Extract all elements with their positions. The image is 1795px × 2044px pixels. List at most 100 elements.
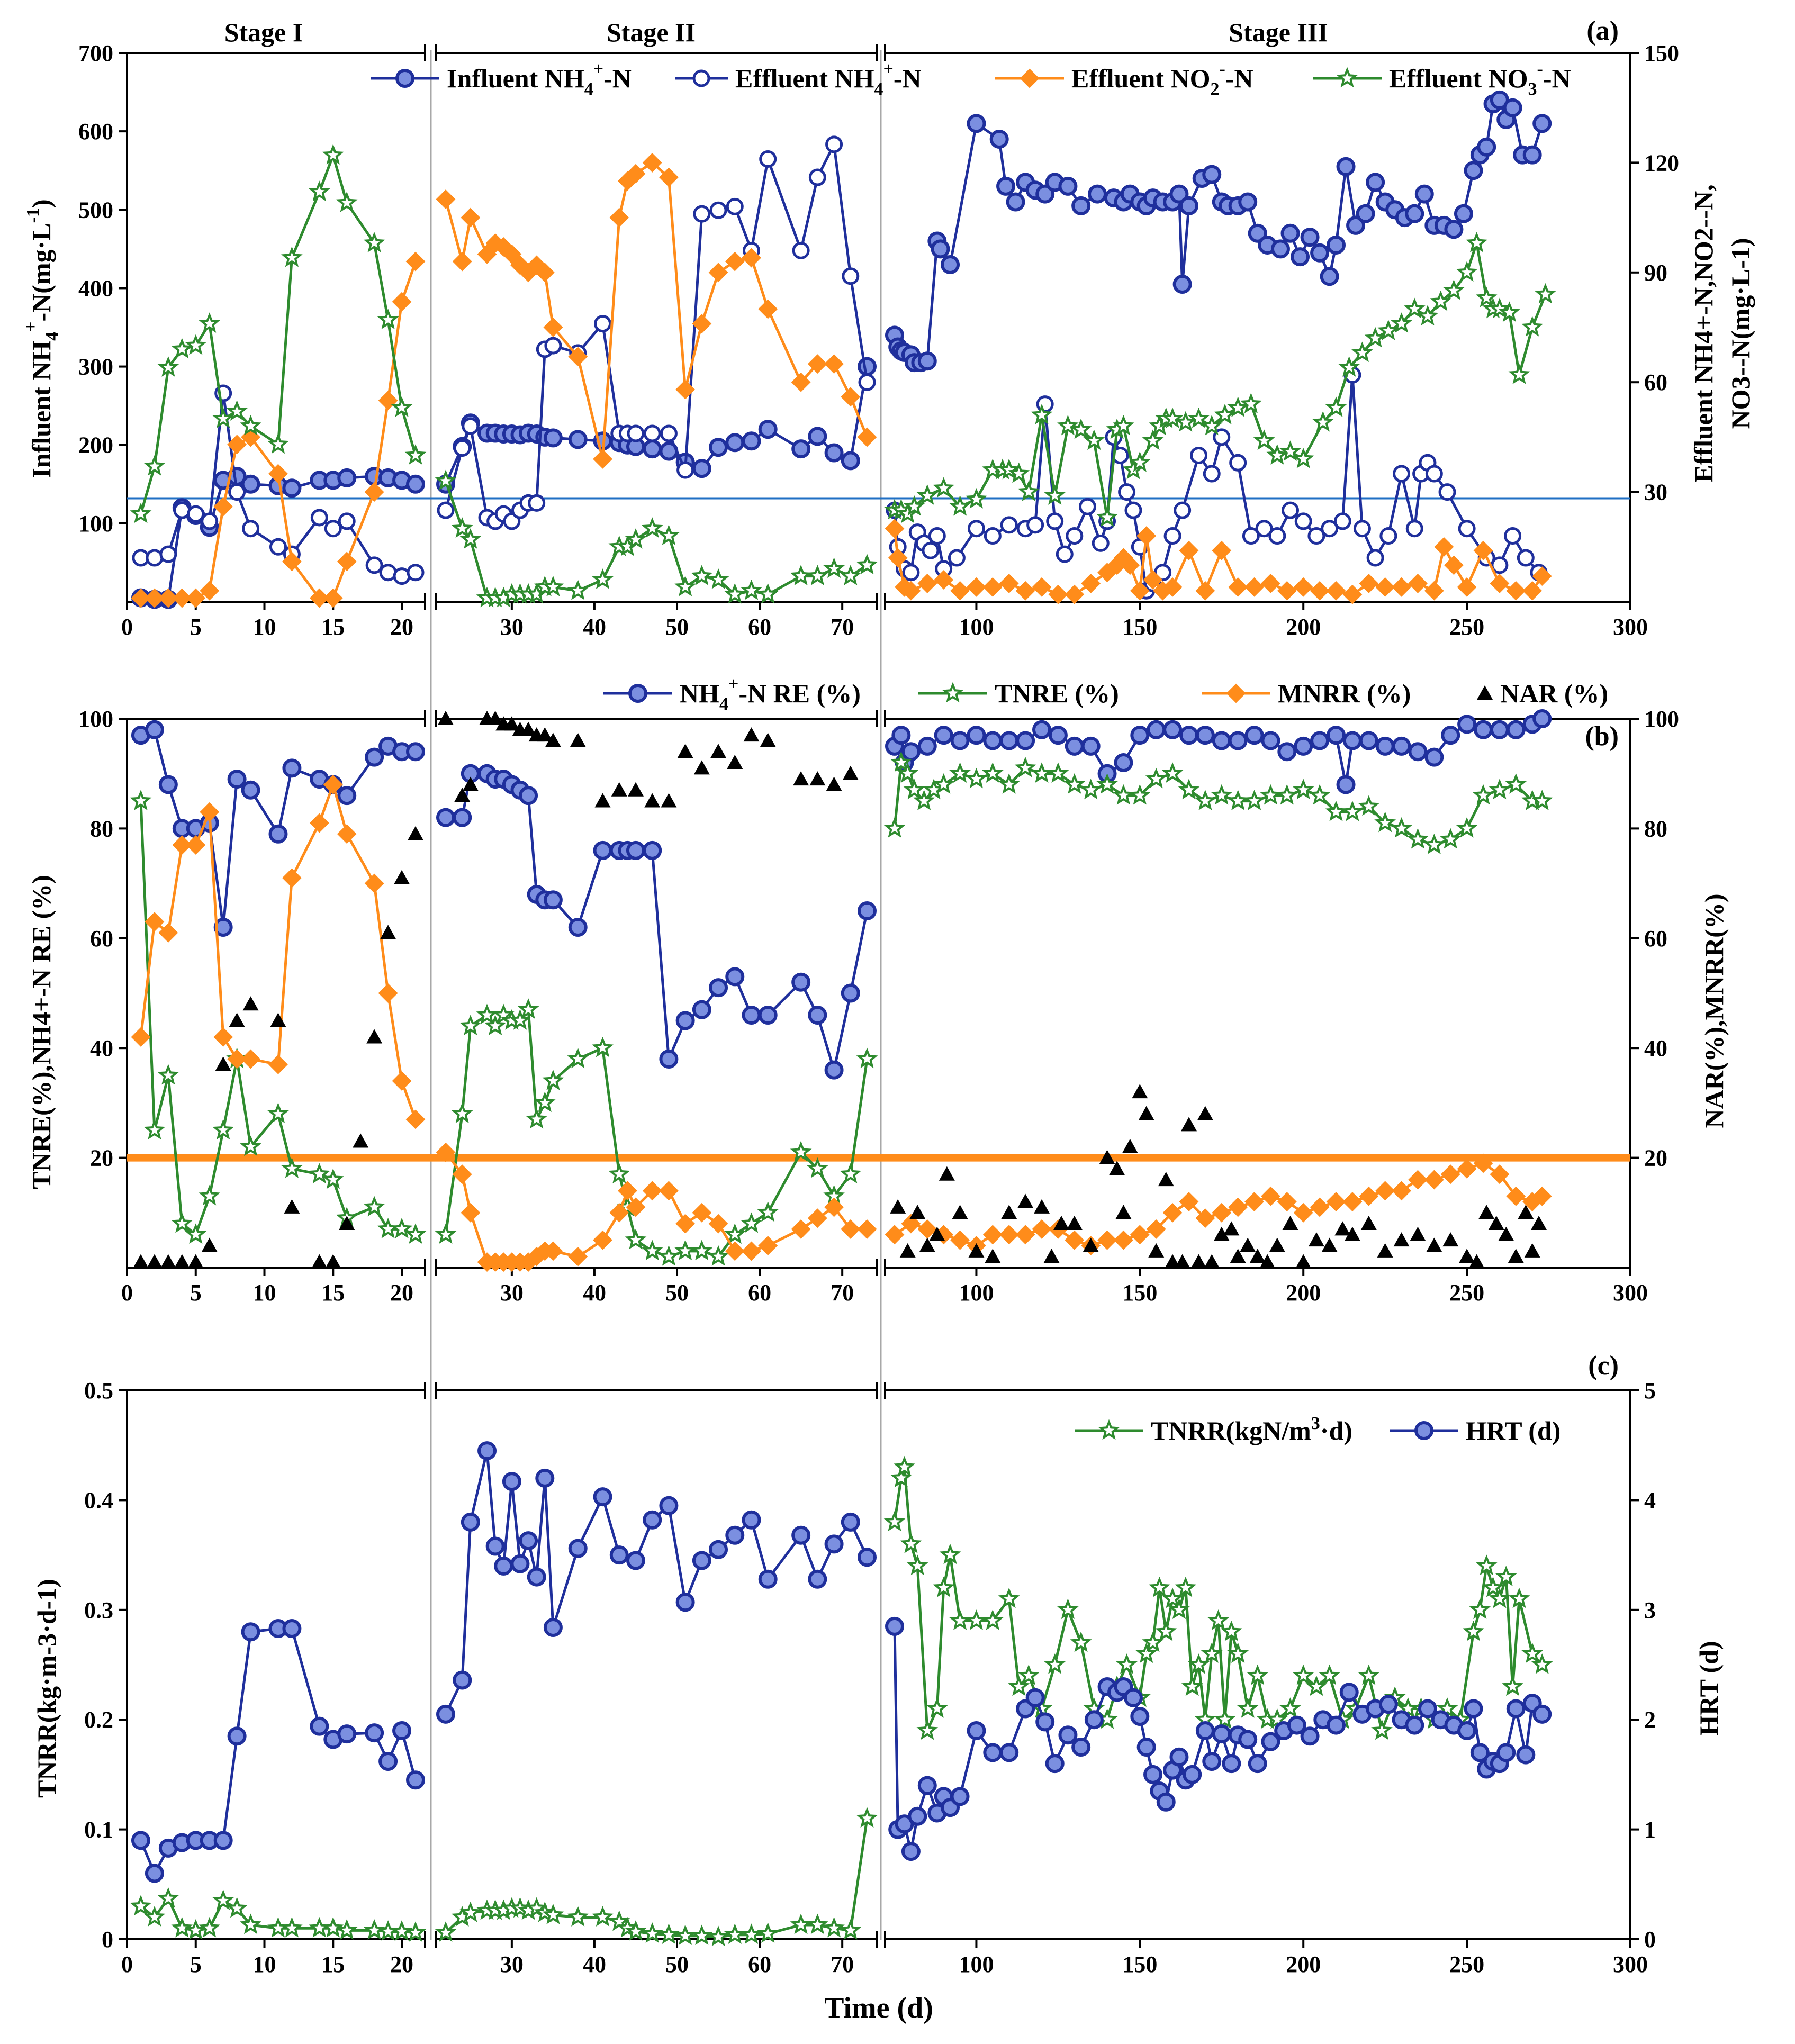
data-point bbox=[1463, 1620, 1484, 1641]
data-point bbox=[268, 464, 288, 484]
data-point bbox=[1499, 301, 1520, 322]
data-point bbox=[984, 527, 1002, 545]
y-left-tick-label: 0.5 bbox=[84, 1378, 113, 1404]
panel-a-right-axis-title-2: NO3--N(mg·L-1) bbox=[1726, 238, 1755, 429]
data-point bbox=[338, 512, 356, 530]
data-point bbox=[1473, 540, 1493, 560]
data-point bbox=[998, 458, 1020, 480]
data-point bbox=[1477, 137, 1496, 157]
data-point bbox=[1174, 1254, 1190, 1269]
legend-label-part: -N bbox=[894, 64, 922, 93]
data-point bbox=[1292, 1664, 1314, 1685]
data-point bbox=[1261, 574, 1280, 593]
data-point bbox=[1282, 1216, 1298, 1231]
data-point bbox=[1017, 1193, 1034, 1208]
data-point bbox=[171, 1212, 193, 1233]
data-point bbox=[1472, 784, 1494, 805]
data-point bbox=[477, 244, 497, 264]
legend-label-part: 4 bbox=[719, 694, 728, 714]
data-point bbox=[1099, 1150, 1115, 1164]
data-point bbox=[1531, 790, 1553, 810]
data-point bbox=[435, 1223, 457, 1244]
data-point bbox=[791, 1219, 811, 1239]
y-left-tick-label: 40 bbox=[90, 1035, 113, 1061]
panel-label-b: (b) bbox=[1585, 721, 1619, 752]
data-point bbox=[1327, 1715, 1346, 1735]
data-point bbox=[1202, 1752, 1222, 1771]
data-point bbox=[1015, 581, 1035, 601]
data-point bbox=[1148, 1243, 1165, 1258]
data-point bbox=[808, 1569, 827, 1589]
data-point bbox=[1496, 1743, 1516, 1762]
data-point bbox=[1508, 1587, 1530, 1608]
data-point bbox=[922, 541, 940, 559]
data-point bbox=[1227, 1642, 1249, 1663]
data-point bbox=[145, 912, 165, 932]
data-point bbox=[1026, 516, 1044, 534]
data-point bbox=[1473, 1153, 1493, 1173]
data-point bbox=[1114, 753, 1133, 772]
data-point bbox=[950, 731, 970, 750]
data-point bbox=[949, 1609, 971, 1630]
data-point bbox=[406, 742, 425, 762]
data-point bbox=[593, 449, 612, 469]
x-tick-label: 60 bbox=[748, 1951, 771, 1977]
series-line bbox=[139, 151, 417, 514]
data-point bbox=[1155, 1620, 1177, 1641]
data-point bbox=[1188, 1653, 1210, 1674]
data-point bbox=[1130, 1706, 1150, 1726]
data-point bbox=[453, 439, 471, 457]
y-left-tick-label: 0.4 bbox=[84, 1487, 113, 1513]
legend-marker bbox=[942, 682, 964, 703]
data-point bbox=[323, 775, 343, 794]
data-point bbox=[1341, 800, 1364, 821]
x-tick-label: 40 bbox=[583, 614, 606, 640]
data-point bbox=[916, 1719, 939, 1740]
data-point bbox=[391, 396, 413, 417]
data-point bbox=[1410, 1226, 1426, 1241]
data-point bbox=[625, 1920, 647, 1941]
data-point bbox=[436, 1142, 456, 1162]
data-point bbox=[883, 817, 906, 838]
data-point bbox=[1270, 239, 1290, 259]
data-point bbox=[1168, 1598, 1190, 1620]
data-point bbox=[1174, 501, 1192, 519]
data-point bbox=[404, 444, 427, 465]
series-line bbox=[445, 1818, 869, 1939]
data-point bbox=[1249, 1249, 1266, 1263]
data-point bbox=[1045, 1754, 1065, 1774]
data-point bbox=[1506, 1186, 1526, 1206]
panel-c-left-axis-title: TNRR(kg·m-3·d-1) bbox=[32, 1579, 61, 1798]
data-point bbox=[806, 1913, 828, 1934]
data-point bbox=[1360, 1216, 1377, 1231]
data-point bbox=[267, 1102, 289, 1124]
data-point bbox=[1046, 512, 1064, 530]
data-point bbox=[742, 1005, 761, 1025]
data-point bbox=[1475, 286, 1498, 307]
data-point bbox=[363, 1196, 385, 1217]
data-point bbox=[143, 1906, 166, 1927]
data-point bbox=[1147, 720, 1166, 739]
data-point bbox=[692, 1202, 712, 1223]
data-point bbox=[1034, 1199, 1050, 1214]
data-point bbox=[903, 779, 925, 800]
data-point bbox=[760, 732, 776, 747]
x-tick-label: 250 bbox=[1449, 614, 1484, 640]
data-point bbox=[1294, 736, 1313, 756]
data-point bbox=[186, 835, 206, 855]
data-point bbox=[1506, 1699, 1526, 1719]
series-line bbox=[444, 140, 869, 523]
data-point bbox=[1310, 731, 1330, 750]
data-point bbox=[1044, 1653, 1066, 1674]
y-left-tick-label: 0.3 bbox=[84, 1597, 113, 1623]
data-point bbox=[999, 574, 1019, 593]
y-left-tick-label: 100 bbox=[78, 511, 113, 537]
data-point bbox=[1356, 204, 1375, 223]
data-point bbox=[377, 1920, 399, 1941]
influent-label-sub: 4 bbox=[42, 332, 62, 341]
data-point bbox=[727, 754, 743, 769]
series-line bbox=[445, 1151, 867, 1264]
data-point bbox=[1522, 145, 1542, 165]
data-point bbox=[1201, 414, 1223, 436]
data-point bbox=[534, 1091, 556, 1113]
